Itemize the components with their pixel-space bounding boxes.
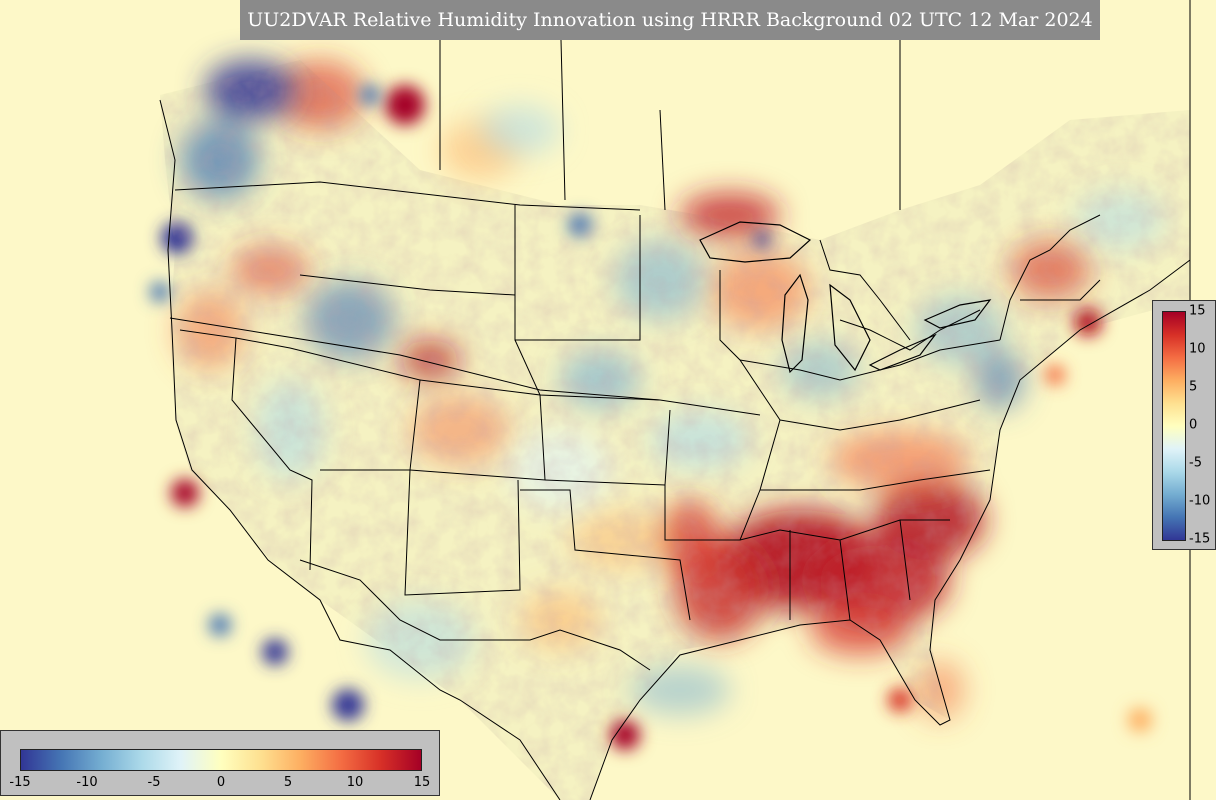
colorbar-vertical: 15 10 5 0 -5 -10 -15: [1152, 300, 1216, 550]
colorbar-horizontal-tick: -10: [76, 775, 98, 790]
colorbar-vertical-tick: 15: [1189, 303, 1206, 319]
map-boundaries: [159, 0, 1191, 800]
colorbar-horizontal-tick: 15: [413, 775, 431, 790]
colorbar-vertical-tick: -5: [1189, 455, 1202, 471]
colorbar-vertical-gradient: [1162, 311, 1186, 541]
colorbar-horizontal-tick: 0: [216, 775, 226, 790]
colorbar-vertical-tick: 0: [1189, 417, 1198, 433]
colorbar-vertical-tick: -10: [1189, 493, 1211, 509]
colorbar-horizontal-tick: -5: [147, 775, 161, 790]
colorbar-vertical-tick: -15: [1189, 531, 1211, 547]
map-title: UU2DVAR Relative Humidity Innovation usi…: [240, 0, 1100, 40]
colorbar-horizontal-tick: -15: [9, 775, 31, 790]
colorbar-vertical-tick: 5: [1189, 379, 1198, 395]
colorbar-horizontal-gradient: [20, 749, 422, 771]
colorbar-vertical-tick: 10: [1189, 341, 1206, 357]
colorbar-horizontal: -15 -10 -5 0 5 10 15: [0, 730, 440, 796]
great-lakes: [699, 221, 992, 374]
colorbar-horizontal-tick: 10: [346, 775, 364, 790]
colorbar-horizontal-tick: 5: [283, 775, 293, 790]
